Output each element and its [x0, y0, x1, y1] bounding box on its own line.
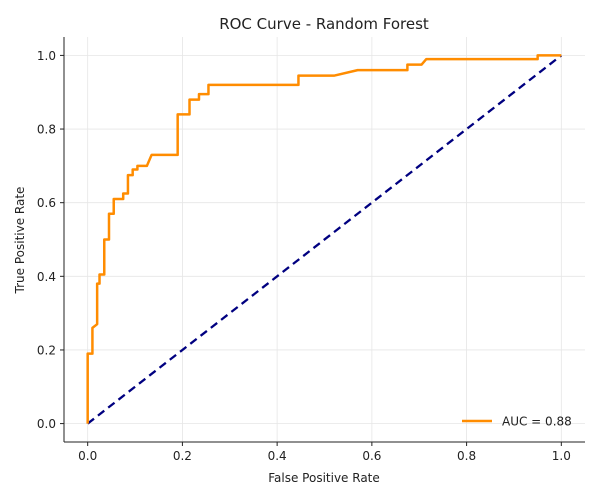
- roc-curve-line: [86, 54, 562, 424]
- series: [86, 54, 563, 425]
- y-axis-label: True Positive Rate: [13, 187, 27, 295]
- chart-title: ROC Curve - Random Forest: [219, 15, 429, 33]
- grid: [64, 37, 585, 442]
- x-tick-label-1: 0.2: [173, 449, 192, 463]
- y-tick-label-3: 0.6: [37, 196, 56, 210]
- x-tick-label-3: 0.6: [362, 449, 381, 463]
- x-tick-label-2: 0.4: [268, 449, 287, 463]
- legend: AUC = 0.88: [462, 415, 572, 429]
- x-tick-label-0: 0.0: [78, 449, 97, 463]
- x-tick-label-5: 1.0: [552, 449, 571, 463]
- x-tick-label-4: 0.8: [457, 449, 476, 463]
- y-tick-label-0: 0.0: [37, 417, 56, 431]
- axes: [63, 37, 585, 443]
- legend-label: AUC = 0.88: [502, 415, 572, 429]
- x-axis-label: False Positive Rate: [268, 471, 380, 485]
- y-tick-label-5: 1.0: [37, 49, 56, 63]
- y-tick-label-1: 0.2: [37, 343, 56, 357]
- y-tick-label-2: 0.4: [37, 270, 56, 284]
- diagonal-reference-line: [86, 54, 563, 425]
- ticks: 0.0 0.2 0.4 0.6 0.8 1.0 0.0 0.2 0.4 0.6 0.8 1.0: [37, 49, 571, 463]
- y-tick-label-4: 0.8: [37, 123, 56, 137]
